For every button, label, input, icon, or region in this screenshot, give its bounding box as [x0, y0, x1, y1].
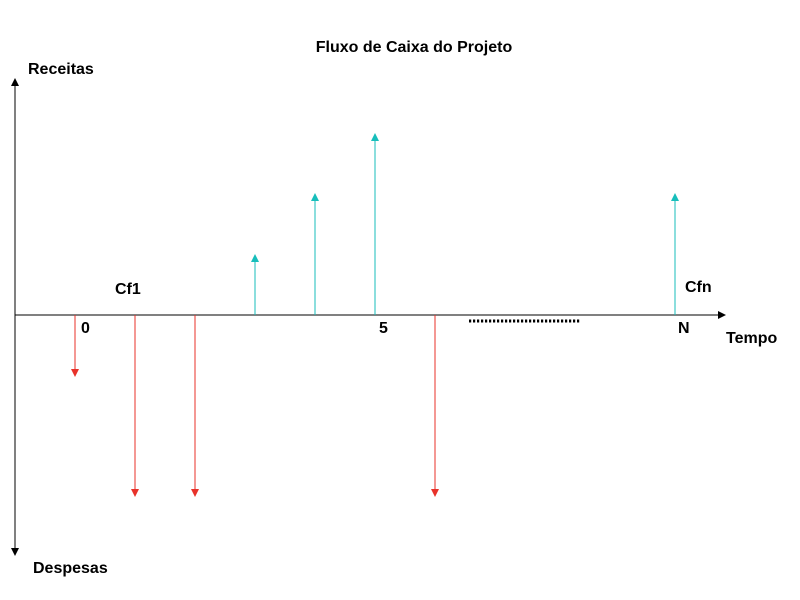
- tick-label-n: N: [678, 320, 690, 337]
- diagram-title: Fluxo de Caixa do Projeto: [316, 39, 513, 56]
- cfn-label: Cfn: [685, 279, 712, 296]
- receitas-label: Receitas: [28, 61, 94, 78]
- tempo-label: Tempo: [726, 330, 777, 347]
- despesas-label: Despesas: [33, 560, 108, 577]
- cf1-label: Cf1: [115, 281, 141, 298]
- tick-label-5: 5: [379, 320, 388, 337]
- tick-label-0: 0: [81, 320, 90, 337]
